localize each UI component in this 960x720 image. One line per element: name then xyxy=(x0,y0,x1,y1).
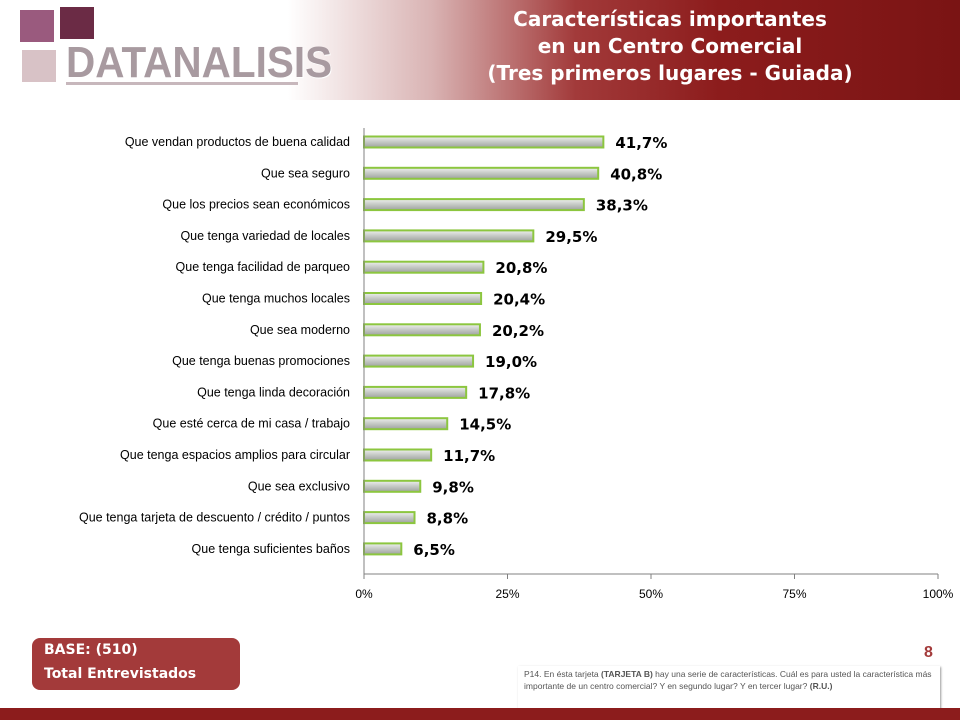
value-label: 40,8% xyxy=(610,165,662,183)
bar xyxy=(363,260,485,274)
category-label: Que sea moderno xyxy=(250,323,350,337)
value-label: 8,8% xyxy=(427,510,469,528)
value-label: 11,7% xyxy=(443,447,495,465)
base-line-1: BASE: (510) xyxy=(44,642,138,658)
x-tick-label: 75% xyxy=(782,587,806,601)
header-banner: DATANALISIS Características importantes … xyxy=(0,0,960,100)
category-label: Que esté cerca de mi casa / trabajo xyxy=(153,417,350,431)
value-label: 20,2% xyxy=(492,322,544,340)
x-tick-label: 0% xyxy=(355,587,373,601)
bar xyxy=(363,479,422,493)
bar xyxy=(363,229,535,243)
bar xyxy=(363,292,483,305)
title-line-2: en un Centro Comercial xyxy=(537,34,803,58)
category-label: Que tenga espacios amplios para circular xyxy=(120,448,350,462)
bar xyxy=(363,385,468,399)
logo-underline xyxy=(66,82,298,85)
footnote-part-3: hay una serie de características. Cuál e… xyxy=(524,669,932,691)
bar-chart: Que vendan productos de buena calidad 41,… xyxy=(79,128,954,601)
category-label: Que vendan productos de buena calidad xyxy=(125,135,350,149)
footnote-part-4: (R.U.) xyxy=(809,681,833,691)
bar xyxy=(363,166,600,180)
value-label: 38,3% xyxy=(596,197,648,215)
bar xyxy=(363,542,403,556)
title-line-1: Características importantes xyxy=(513,7,827,31)
title-line-3: (Tres primeros lugares - Guiada) xyxy=(487,61,853,85)
value-label: 19,0% xyxy=(485,353,537,371)
value-label: 20,4% xyxy=(493,291,545,309)
value-label: 29,5% xyxy=(545,228,597,246)
footnote: P14. En ésta tarjeta (TARJETA B) hay una… xyxy=(518,666,940,710)
bar xyxy=(363,417,449,431)
bar xyxy=(363,354,475,368)
category-label: Que tenga buenas promociones xyxy=(172,354,350,368)
category-label: Que sea exclusivo xyxy=(248,479,350,493)
value-label: 17,8% xyxy=(478,384,530,402)
x-tick-label: 50% xyxy=(639,587,663,601)
page-title: Características importantes en un Centro… xyxy=(440,6,900,87)
value-label: 41,7% xyxy=(615,134,667,152)
logo-square-2 xyxy=(60,7,94,39)
category-label: Que sea seguro xyxy=(261,166,350,180)
x-tick-label: 100% xyxy=(923,587,954,601)
value-label: 14,5% xyxy=(459,416,511,434)
footnote-part-1: P14. En ésta tarjeta xyxy=(524,669,602,679)
base-box: BASE: (510) Total Entrevistados xyxy=(32,638,240,690)
category-label: Que tenga muchos locales xyxy=(202,292,350,306)
category-label: Que tenga facilidad de parqueo xyxy=(176,260,350,274)
bar xyxy=(363,511,416,525)
category-label: Que tenga linda decoración xyxy=(197,385,350,399)
value-label: 20,8% xyxy=(495,259,547,277)
base-line-2: Total Entrevistados xyxy=(44,666,197,682)
bottom-bar xyxy=(0,708,960,720)
x-tick-label: 25% xyxy=(495,587,519,601)
bar xyxy=(363,198,585,212)
category-label: Que los precios sean económicos xyxy=(162,198,350,212)
category-label: Que tenga variedad de locales xyxy=(180,229,350,243)
category-label: Que tenga tarjeta de descuento / crédito… xyxy=(79,511,350,525)
bar xyxy=(363,448,433,462)
footnote-part-2: (TARJETA B) xyxy=(601,669,653,679)
logo-square-3 xyxy=(22,50,56,82)
logo-text: DATANALISIS xyxy=(66,38,333,87)
bar xyxy=(363,323,481,337)
logo-square-1 xyxy=(20,10,54,42)
page-number: 8 xyxy=(924,644,933,661)
value-label: 9,8% xyxy=(432,478,474,496)
bar xyxy=(363,135,605,149)
value-label: 6,5% xyxy=(413,541,455,559)
category-label: Que tenga suficientes baños xyxy=(192,542,350,556)
